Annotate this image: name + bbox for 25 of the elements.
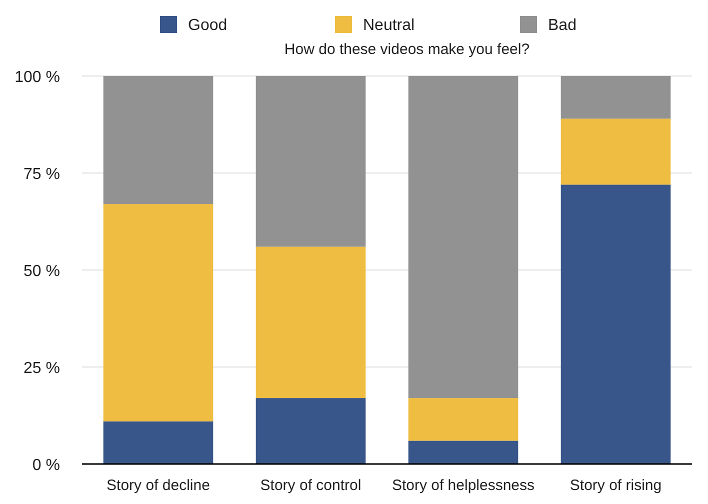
legend-label: Bad [548, 17, 576, 34]
bar [408, 440, 518, 464]
y-tick-label: 100 % [14, 69, 60, 86]
bar [103, 421, 214, 464]
bar [560, 184, 671, 464]
y-tick-label: 0 % [32, 457, 60, 474]
bar [560, 76, 671, 119]
bar [408, 398, 518, 441]
bar [256, 246, 366, 398]
y-tick-label: 50 % [24, 263, 60, 280]
y-tick-label: 75 % [24, 166, 60, 183]
legend-label: Good [188, 17, 228, 34]
bar [256, 398, 366, 464]
y-tick-label: 25 % [24, 360, 60, 377]
bar [103, 76, 214, 204]
chart-title: How do these videos make you feel? [284, 41, 530, 58]
x-tick-label: Story of decline [106, 477, 210, 494]
bar [408, 76, 518, 398]
bar [103, 204, 214, 422]
x-tick-label: Story of helplessness [392, 477, 535, 494]
x-tick-label: Story of rising [570, 477, 662, 494]
x-tick-label: Story of control [260, 477, 362, 494]
bar [560, 118, 671, 185]
bar [256, 76, 366, 247]
legend-label: Neutral [363, 17, 415, 34]
